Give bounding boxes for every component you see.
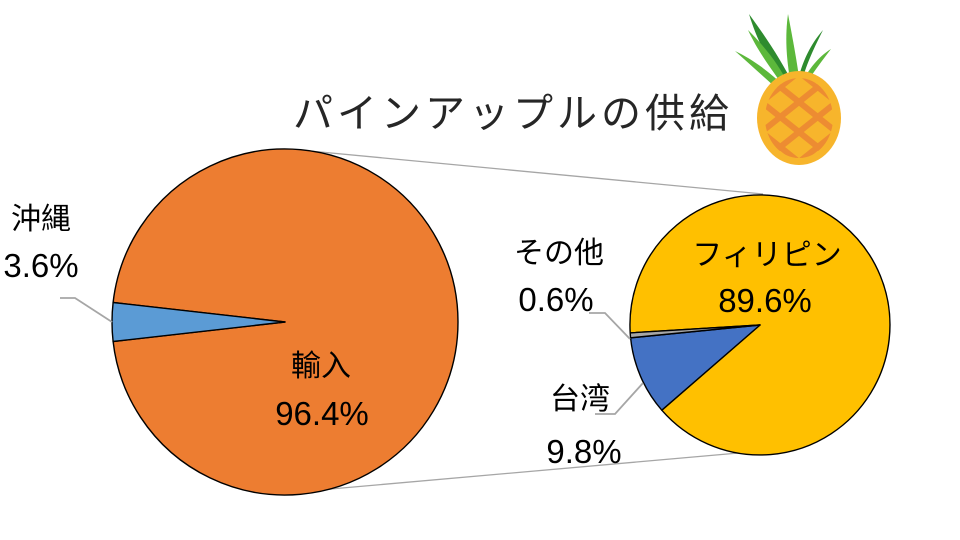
- label-okinawa-value: 3.6%: [3, 247, 78, 284]
- label-philippines-value: 89.6%: [718, 282, 812, 319]
- leader-line-others: [589, 312, 631, 340]
- label-imports-value: 96.4%: [275, 395, 369, 432]
- label-taiwan-name: 台湾: [550, 383, 610, 416]
- main-pie: [111, 148, 459, 496]
- connector-line-top: [309, 150, 764, 195]
- leader-line-okinawa: [60, 297, 113, 323]
- label-others-name: その他: [514, 237, 604, 270]
- chart-title: パインアップルの供給: [293, 92, 733, 136]
- label-okinawa-name: 沖縄: [11, 203, 71, 236]
- label-philippines-name: フィリピン: [692, 239, 841, 272]
- label-leader-lines: [60, 297, 644, 415]
- secondary-pie: [629, 194, 891, 456]
- label-imports-name: 輸入: [291, 350, 351, 383]
- slice-taiwan: [629, 324, 761, 411]
- label-taiwan-value: 9.8%: [546, 433, 621, 470]
- connector-line-bottom: [307, 451, 751, 492]
- label-others-value: 0.6%: [518, 281, 593, 318]
- leader-line-taiwan: [595, 382, 644, 415]
- pineapple-crosshatch: [765, 78, 833, 158]
- slice-others: [629, 324, 761, 339]
- pineapple-body: [757, 71, 841, 165]
- series-connector-lines: [307, 150, 764, 492]
- pineapple-icon: [735, 14, 841, 165]
